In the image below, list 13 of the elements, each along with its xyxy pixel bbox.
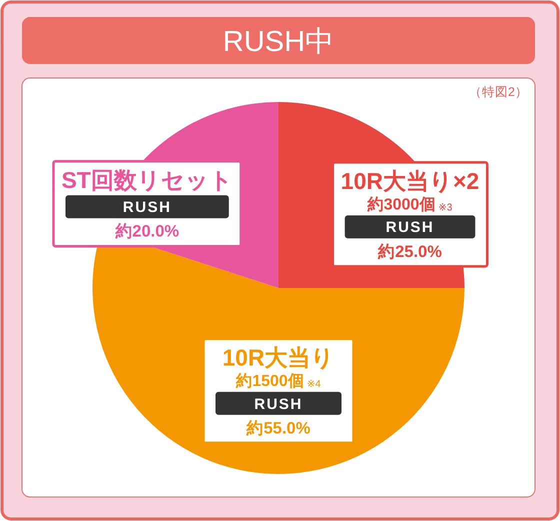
text: RUSH <box>386 219 434 236</box>
text: RUSH <box>122 199 172 216</box>
text: 約1500個※4 <box>236 373 321 390</box>
slice-label: ST回数リセット <box>61 167 233 194</box>
data-label: 約20.0% <box>114 222 180 241</box>
chart-title: RUSH中 <box>222 26 334 58</box>
text: 約3000個※3 <box>368 196 452 214</box>
text: RUSH <box>254 396 303 413</box>
text: （特図2） <box>469 85 528 99</box>
slice-label: 10R大当り <box>222 344 335 371</box>
data-label: 約25.0% <box>377 242 442 261</box>
data-label: 約55.0% <box>246 418 311 438</box>
slice-label: 10R大当り×2 <box>340 168 480 194</box>
